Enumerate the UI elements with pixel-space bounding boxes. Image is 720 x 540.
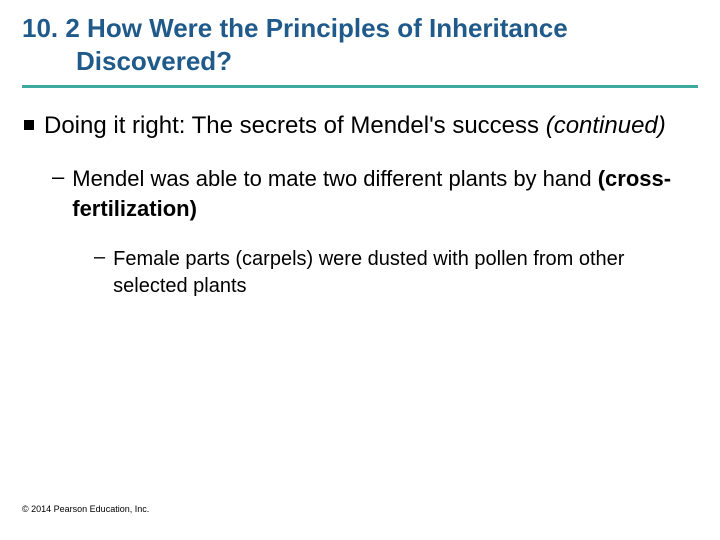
copyright: © 2014 Pearson Education, Inc. xyxy=(22,504,149,514)
bullet-level-1: Doing it right: The secrets of Mendel's … xyxy=(24,110,698,142)
bullet-level-1-text: Doing it right: The secrets of Mendel's … xyxy=(44,110,666,142)
bullet-level-3: – Female parts (carpels) were dusted wit… xyxy=(94,246,698,300)
dash-icon: – xyxy=(94,246,105,269)
bullet-level-2: – Mendel was able to mate two different … xyxy=(52,164,698,223)
title-block: 10. 2 How Were the Principles of Inherit… xyxy=(22,12,698,88)
bullet-level-3-text: Female parts (carpels) were dusted with … xyxy=(113,246,688,300)
title-line-1: 10. 2 How Were the Principles of Inherit… xyxy=(22,12,698,45)
body: Doing it right: The secrets of Mendel's … xyxy=(22,110,698,300)
dash-icon: – xyxy=(52,164,64,190)
lvl2-before: Mendel was able to mate two different pl… xyxy=(72,166,597,191)
slide: 10. 2 How Were the Principles of Inherit… xyxy=(0,0,720,540)
lvl1-plain: Doing it right: The secrets of Mendel's … xyxy=(44,112,539,139)
bullet-level-2-text: Mendel was able to mate two different pl… xyxy=(72,164,698,223)
square-bullet-icon xyxy=(24,120,34,130)
lvl2-close: ) xyxy=(190,196,197,221)
lvl1-italic: (continued) xyxy=(546,112,666,139)
title-line-2: Discovered? xyxy=(22,45,698,78)
slide-title: 10. 2 How Were the Principles of Inherit… xyxy=(22,12,698,77)
copyright-text: © 2014 Pearson Education, Inc. xyxy=(22,504,149,514)
